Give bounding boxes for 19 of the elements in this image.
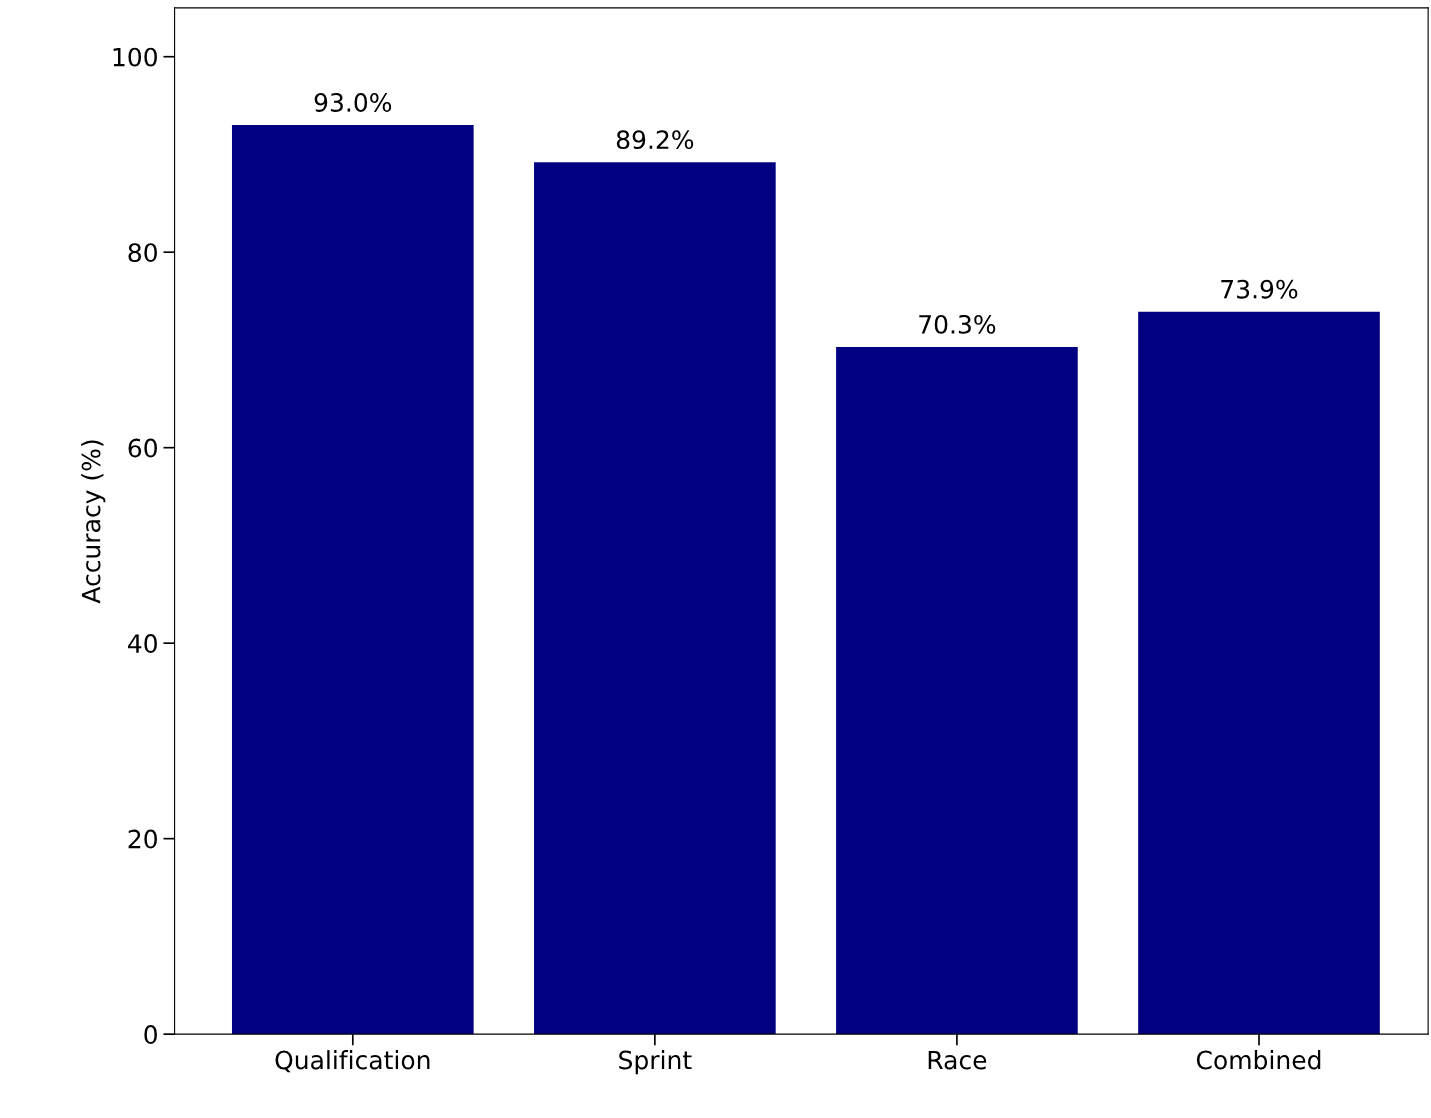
data-label: 89.2%: [616, 130, 694, 150]
y-axis-title: Accuracy (%): [81, 440, 106, 604]
y-tick-label: 20: [128, 829, 157, 849]
y-tick-label: 60: [128, 438, 157, 458]
bar: [231, 125, 474, 1035]
x-tick-label: Combined: [1196, 1050, 1321, 1070]
bar: [1138, 311, 1380, 1035]
bar: [836, 347, 1078, 1035]
data-label: 93.0%: [314, 93, 392, 112]
data-label: 70.3%: [919, 314, 996, 334]
y-tick-label: 0: [144, 1025, 157, 1044]
x-tick-label: Qualification: [275, 1050, 430, 1073]
y-tick-label: 80: [128, 243, 157, 263]
bar: [534, 162, 776, 1035]
data-label: 73.9%: [1221, 279, 1298, 299]
y-tick-label: 100: [113, 47, 157, 67]
x-tick-label: Sprint: [619, 1050, 692, 1075]
y-tick-label: 40: [128, 634, 157, 654]
x-tick-label: Race: [928, 1050, 987, 1070]
